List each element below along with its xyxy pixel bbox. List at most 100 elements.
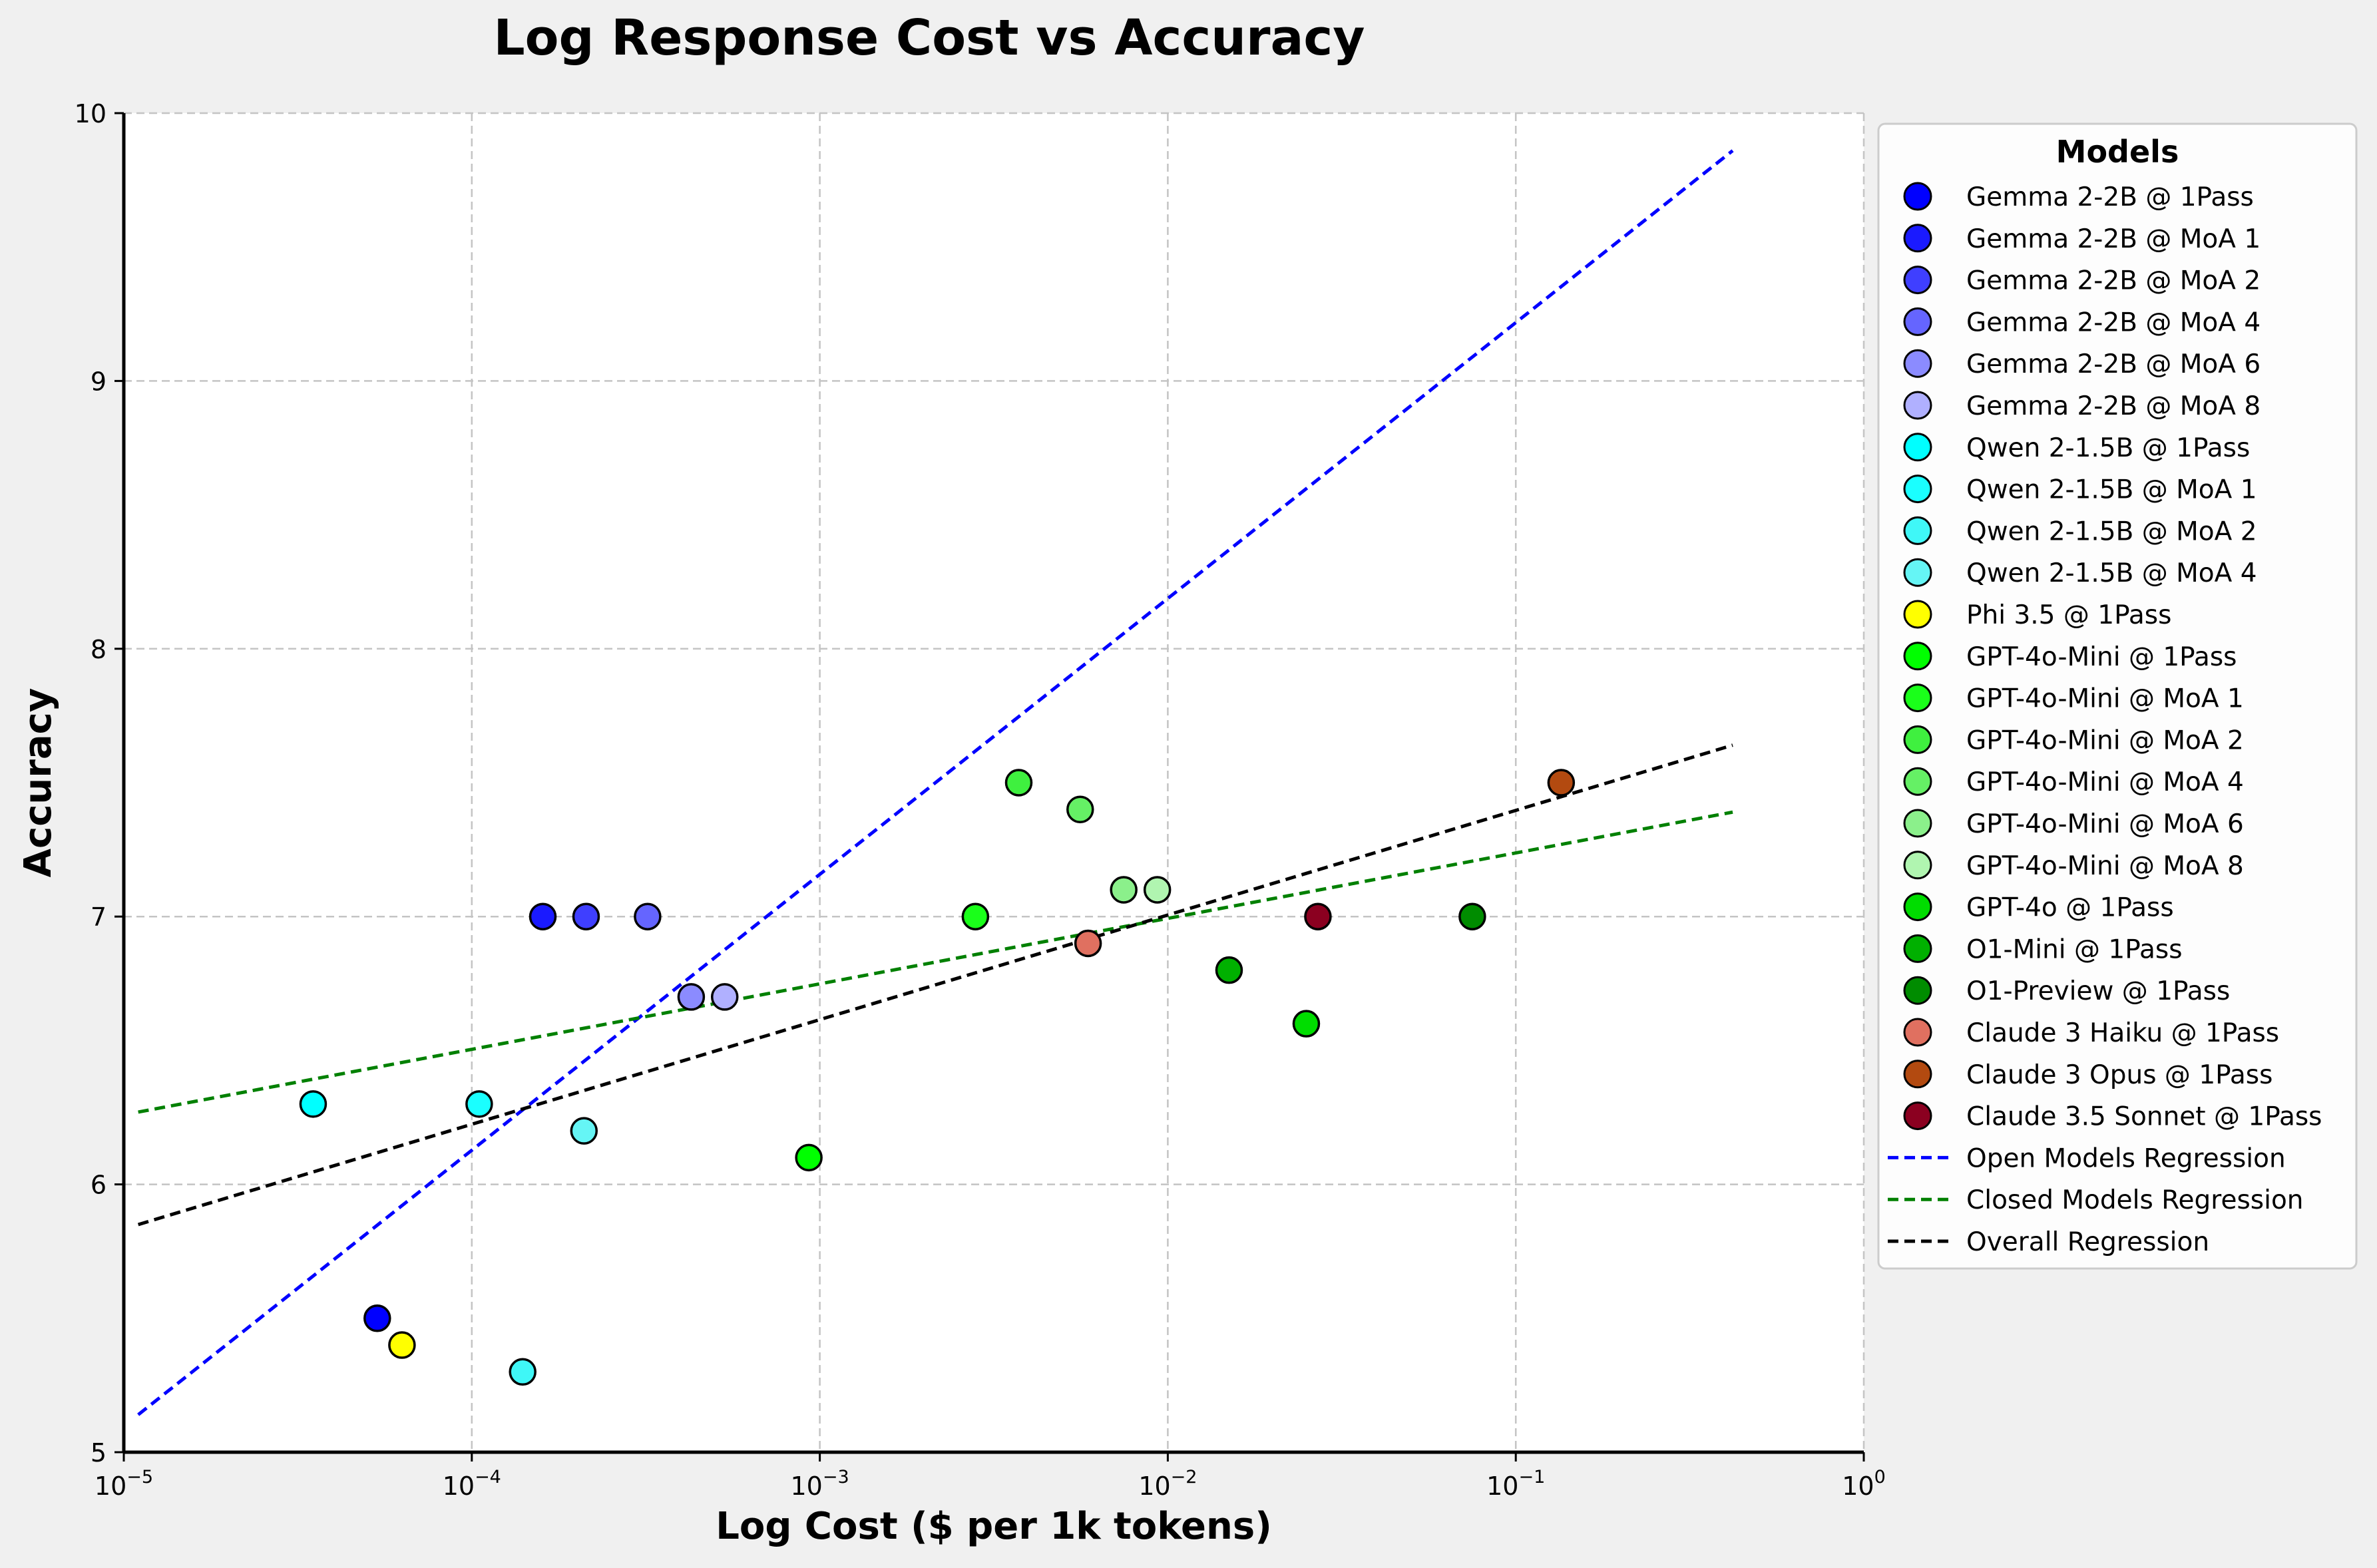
- data-point: [465, 1090, 493, 1118]
- legend-marker: [1903, 475, 1932, 504]
- data-point: [1458, 902, 1486, 930]
- data-point: [1547, 769, 1576, 797]
- legend-marker: [1903, 1060, 1932, 1089]
- y-tick-label: 8: [91, 635, 107, 664]
- legend-marker: [1903, 224, 1932, 253]
- data-point: [1066, 795, 1094, 823]
- x-tick-label: 10−5: [95, 1467, 153, 1501]
- x-tick-label: 10−4: [443, 1467, 501, 1501]
- legend-label: Gemma 2-2B @ MoA 1: [1966, 224, 2261, 254]
- y-tick-label: 10: [75, 99, 107, 128]
- legend-label: Overall Regression: [1966, 1227, 2209, 1257]
- data-point: [1004, 769, 1033, 797]
- legend-marker: [1903, 600, 1932, 629]
- legend-label: Gemma 2-2B @ 1Pass: [1966, 182, 2254, 212]
- data-point: [1074, 929, 1102, 958]
- data-point: [1143, 876, 1172, 904]
- legend-label: Qwen 2-1.5B @ MoA 1: [1966, 475, 2257, 505]
- data-point: [572, 902, 600, 930]
- legend-marker: [1903, 809, 1932, 838]
- legend-marker: [1903, 934, 1932, 963]
- x-axis-label: Log Cost ($ per 1k tokens): [716, 1505, 1272, 1548]
- x-tick-label: 10−1: [1486, 1467, 1545, 1501]
- data-point: [1292, 1010, 1321, 1038]
- data-point: [299, 1090, 327, 1118]
- data-point: [388, 1331, 416, 1359]
- regression-line: [137, 743, 1733, 1227]
- legend-label: GPT-4o @ 1Pass: [1966, 893, 2174, 923]
- chart-title: Log Response Cost vs Accuracy: [493, 9, 1365, 67]
- legend-marker: [1903, 349, 1932, 378]
- legend-marker: [1903, 182, 1932, 211]
- x-tick-label: 100: [1842, 1467, 1886, 1501]
- x-tick-label: 10−2: [1138, 1467, 1197, 1501]
- data-point: [363, 1304, 391, 1332]
- legend-label: GPT-4o-Mini @ 1Pass: [1966, 642, 2237, 672]
- legend-label: Gemma 2-2B @ MoA 8: [1966, 391, 2261, 421]
- legend-label: Gemma 2-2B @ MoA 4: [1966, 307, 2261, 337]
- legend-label: Claude 3 Haiku @ 1Pass: [1966, 1018, 2279, 1048]
- axes: [122, 113, 1864, 1454]
- data-point: [1110, 876, 1138, 904]
- data-point: [529, 902, 557, 930]
- legend-label: O1-Mini @ 1Pass: [1966, 934, 2183, 964]
- legend-label: Open Models Regression: [1966, 1143, 2286, 1173]
- legend-label: GPT-4o-Mini @ MoA 8: [1966, 851, 2244, 881]
- legend-label: Claude 3 Opus @ 1Pass: [1966, 1060, 2272, 1090]
- data-point: [710, 983, 739, 1011]
- grid-lines: [124, 112, 1865, 1452]
- data-point: [1304, 902, 1332, 930]
- legend-label: O1-Preview @ 1Pass: [1966, 976, 2230, 1006]
- y-axis-label: Accuracy: [17, 688, 60, 878]
- legend-marker: [1903, 391, 1932, 420]
- legend-marker: [1903, 433, 1932, 462]
- legend-marker: [1903, 725, 1932, 754]
- legend-label: GPT-4o-Mini @ MoA 6: [1966, 809, 2244, 839]
- legend-marker: [1903, 1018, 1932, 1047]
- legend-label: Qwen 2-1.5B @ 1Pass: [1966, 433, 2250, 463]
- y-tick-label: 7: [91, 902, 107, 932]
- data-point: [961, 902, 990, 930]
- legend-title: Models: [2056, 134, 2179, 170]
- data-point: [795, 1143, 823, 1172]
- data-point: [634, 902, 662, 930]
- legend-label: GPT-4o-Mini @ MoA 2: [1966, 725, 2244, 755]
- data-point: [570, 1117, 598, 1145]
- legend-marker: [1903, 307, 1932, 336]
- legend-label: GPT-4o-Mini @ MoA 1: [1966, 684, 2244, 714]
- regression-line: [137, 149, 1734, 1416]
- legend-marker: [1903, 266, 1932, 295]
- axis-ticks: 10−5 10−4 10−3 10−2 10−1 100 5 6 7 8 9 10: [75, 99, 1886, 1501]
- legend-label: Closed Models Regression: [1966, 1185, 2304, 1215]
- legend-marker: [1903, 558, 1932, 587]
- data-point: [1215, 956, 1243, 984]
- legend-entries: Gemma 2-2B @ 1Pass Gemma 2-2B @ MoA 1 Gemm…: [1888, 182, 2322, 1257]
- legend-marker: [1903, 976, 1932, 1005]
- y-tick-label: 5: [91, 1438, 107, 1468]
- regression-line: [138, 810, 1733, 1114]
- legend-marker: [1903, 851, 1932, 880]
- plot-area: [124, 113, 1864, 1452]
- legend-label: Qwen 2-1.5B @ MoA 2: [1966, 516, 2257, 546]
- legend-marker: [1903, 684, 1932, 713]
- legend-marker: [1903, 892, 1932, 922]
- data-point: [509, 1358, 537, 1386]
- legend-label: Claude 3.5 Sonnet @ 1Pass: [1966, 1102, 2322, 1132]
- y-tick-label: 9: [91, 367, 107, 396]
- legend-marker: [1903, 1101, 1932, 1131]
- x-tick-label: 10−3: [791, 1467, 849, 1501]
- legend-label: GPT-4o-Mini @ MoA 4: [1966, 767, 2244, 797]
- legend-label: Gemma 2-2B @ MoA 6: [1966, 349, 2261, 379]
- regression-lines: [137, 149, 1734, 1416]
- legend-label: Phi 3.5 @ 1Pass: [1966, 600, 2171, 630]
- y-tick-label: 6: [91, 1171, 107, 1200]
- data-point: [677, 983, 706, 1011]
- legend-marker: [1903, 767, 1932, 796]
- legend: Models Gemma 2-2B @ 1Pass Gemma 2-2B @ Mo…: [1877, 122, 2358, 1270]
- legend-label: Qwen 2-1.5B @ MoA 4: [1966, 558, 2257, 588]
- legend-box: [1877, 122, 2358, 1270]
- legend-marker: [1903, 516, 1932, 545]
- data-points: [299, 769, 1576, 1386]
- legend-label: Gemma 2-2B @ MoA 2: [1966, 266, 2261, 296]
